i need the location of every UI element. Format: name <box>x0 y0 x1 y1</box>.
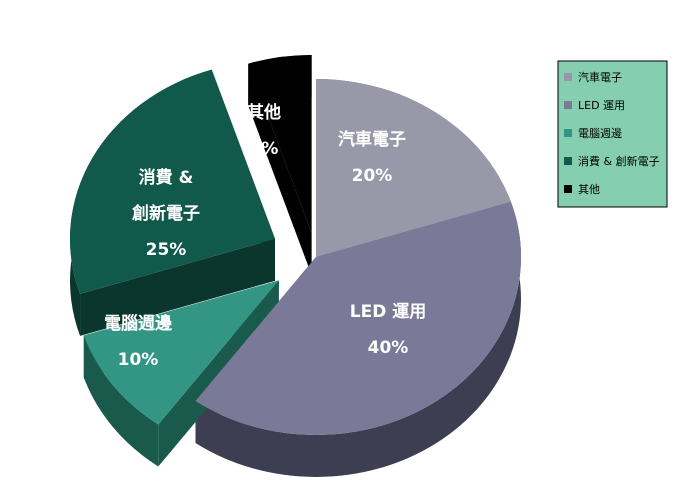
slice-label-other: 其他 <box>247 102 281 123</box>
slice-label-computer: 電腦週邊 <box>104 313 173 334</box>
slice-led <box>195 201 521 436</box>
slice-label-led: LED 運用 <box>350 302 426 322</box>
data-label-computer: 10% <box>118 350 159 370</box>
data-label-automotive: 20% <box>352 166 393 186</box>
data-label-other: 5% <box>250 139 279 159</box>
slice-side-other-cut <box>248 63 312 275</box>
slice-side-computer <box>83 335 159 467</box>
slice-other <box>248 54 312 233</box>
legend-swatch-automotive <box>564 73 572 81</box>
slice-label-consumer: 消費 & <box>139 167 194 188</box>
slice-consumer <box>70 69 276 294</box>
legend-label-consumer: 消費 & 創新電子 <box>578 154 660 168</box>
slice-computer <box>83 280 279 425</box>
legend-label-automotive: 汽車電子 <box>578 70 622 84</box>
legend-swatch-other <box>564 185 572 193</box>
legend-swatch-led <box>564 101 572 109</box>
legend-label-other: 其他 <box>578 183 600 196</box>
legend-label-led: LED 運用 <box>578 99 625 112</box>
slice-label-consumer: 創新電子 <box>131 203 200 224</box>
slice-label-automotive: 汽車電子 <box>338 129 406 150</box>
slice-labels: 汽車電子 20% LED 運用 40% 電腦週邊 10% 消費 & 創新電子 25% 其他 5% <box>104 102 426 370</box>
slice-side-led <box>195 201 521 478</box>
legend-box <box>557 60 668 208</box>
legend-swatch-consumer <box>564 157 572 165</box>
legend-swatch-computer <box>564 129 572 137</box>
legend-label-computer: 電腦週邊 <box>578 126 622 140</box>
data-label-consumer: 25% <box>146 240 187 260</box>
slice-automotive <box>316 79 511 257</box>
slice-side-consumer-cut <box>80 238 276 336</box>
pie-slices <box>70 54 521 478</box>
data-label-led: 40% <box>368 338 409 358</box>
